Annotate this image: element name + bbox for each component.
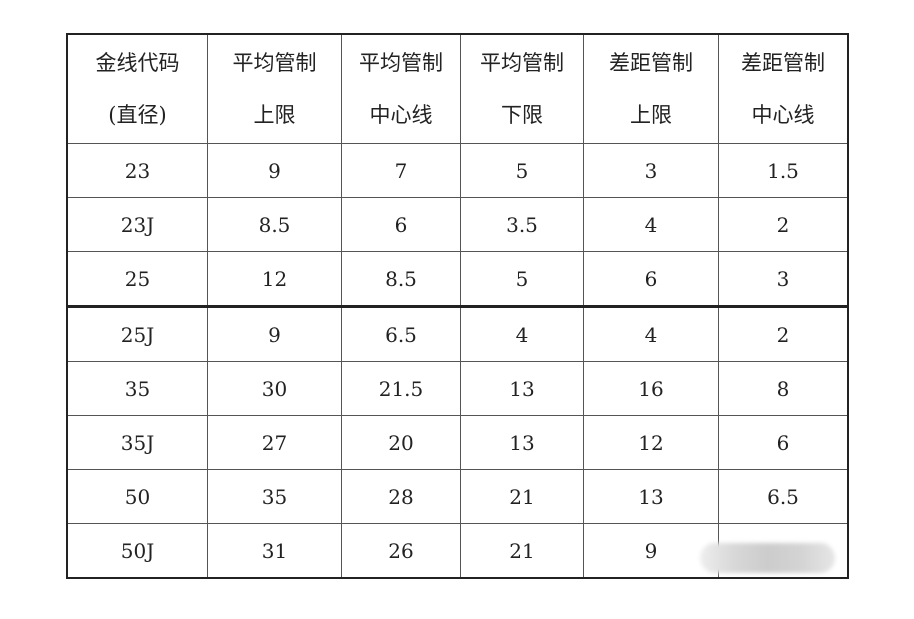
header-cell: 平均管制 下限	[460, 33, 584, 144]
table-row: 23J 8.5 6 3.5 4 2	[66, 197, 849, 252]
table-cell: 16	[583, 361, 719, 416]
table-cell: 7	[341, 143, 461, 198]
header-line-2: 下限	[501, 103, 543, 127]
table-cell: 27	[207, 415, 342, 470]
table-cell: 25	[66, 251, 208, 307]
table-cell: 30	[207, 361, 342, 416]
table-cell: 1.5	[718, 143, 849, 198]
table-cell: 50	[66, 469, 208, 524]
table-cell: 8	[718, 361, 849, 416]
header-line-2: (直径)	[108, 103, 167, 127]
table-cell: 13	[460, 361, 584, 416]
header-cell: 差距管制 上限	[583, 33, 719, 144]
table-cell: 4	[583, 305, 719, 362]
table-row: 50 35 28 21 13 6.5	[66, 469, 849, 524]
table-cell: 23	[66, 143, 208, 198]
table-cell: 4	[460, 305, 584, 362]
table-cell: 13	[460, 415, 584, 470]
table-cell: 9	[207, 143, 342, 198]
table-row: 25 12 8.5 5 6 3	[66, 251, 849, 307]
table-cell: 13	[583, 469, 719, 524]
table-cell: 35	[207, 469, 342, 524]
table-cell: 35J	[66, 415, 208, 470]
header-line-2: 中心线	[751, 103, 815, 127]
table-row: 50J 31 26 21 9	[66, 523, 849, 579]
header-row: 金线代码 (直径) 平均管制 上限 平均管制 中心线 平均管制 下限 差距管制 上限 差距管制 中心线	[66, 33, 849, 144]
table-cell: 21	[460, 523, 584, 579]
header-cell: 差距管制 中心线	[718, 33, 849, 144]
table-cell: 6	[718, 415, 849, 470]
table-cell: 8.5	[341, 251, 461, 307]
header-cell: 平均管制 上限	[207, 33, 342, 144]
table-cell: 23J	[66, 197, 208, 252]
table-cell: 8.5	[207, 197, 342, 252]
table-cell: 3	[718, 251, 849, 307]
table-cell: 31	[207, 523, 342, 579]
table-cell: 9	[207, 305, 342, 362]
table-cell: 21	[460, 469, 584, 524]
table-cell: 6	[341, 197, 461, 252]
table-cell: 28	[341, 469, 461, 524]
table-cell: 4	[583, 197, 719, 252]
table-cell: 5	[460, 251, 584, 307]
watermark-blur	[700, 543, 835, 573]
header-line-2: 中心线	[369, 103, 433, 127]
control-limits-table: 金线代码 (直径) 平均管制 上限 平均管制 中心线 平均管制 下限 差距管制 上限 差距管制 中心线…	[66, 33, 849, 579]
table-row: 35 30 21.5 13 16 8	[66, 361, 849, 416]
table-cell: 12	[583, 415, 719, 470]
header-line-2: 上限	[630, 103, 672, 127]
header-line-1: 金线代码	[95, 51, 180, 75]
table-cell: 12	[207, 251, 342, 307]
table-row: 25J 9 6.5 4 4 2	[66, 305, 849, 362]
header-line-2: 上限	[253, 103, 296, 127]
header-line-1: 平均管制	[480, 51, 564, 75]
table-row: 35J 27 20 13 12 6	[66, 415, 849, 470]
table-cell: 3	[583, 143, 719, 198]
table-row: 23 9 7 5 3 1.5	[66, 143, 849, 198]
table-cell: 25J	[66, 305, 208, 362]
table-cell: 6.5	[718, 469, 849, 524]
table-cell: 6.5	[341, 305, 461, 362]
table-cell: 20	[341, 415, 461, 470]
header-line-1: 差距管制	[741, 51, 825, 75]
table-cell: 35	[66, 361, 208, 416]
table-cell: 50J	[66, 523, 208, 579]
table-cell: 9	[583, 523, 719, 579]
table-cell: 3.5	[460, 197, 584, 252]
table-cell: 2	[718, 305, 849, 362]
table-cell: 6	[583, 251, 719, 307]
table-cell: 2	[718, 197, 849, 252]
header-cell: 平均管制 中心线	[341, 33, 461, 144]
header-line-1: 平均管制	[359, 51, 443, 75]
table-cell: 5	[460, 143, 584, 198]
header-line-1: 平均管制	[232, 51, 317, 75]
header-cell: 金线代码 (直径)	[66, 33, 208, 144]
table-cell: 26	[341, 523, 461, 579]
table-cell: 21.5	[341, 361, 461, 416]
header-line-1: 差距管制	[609, 51, 693, 75]
